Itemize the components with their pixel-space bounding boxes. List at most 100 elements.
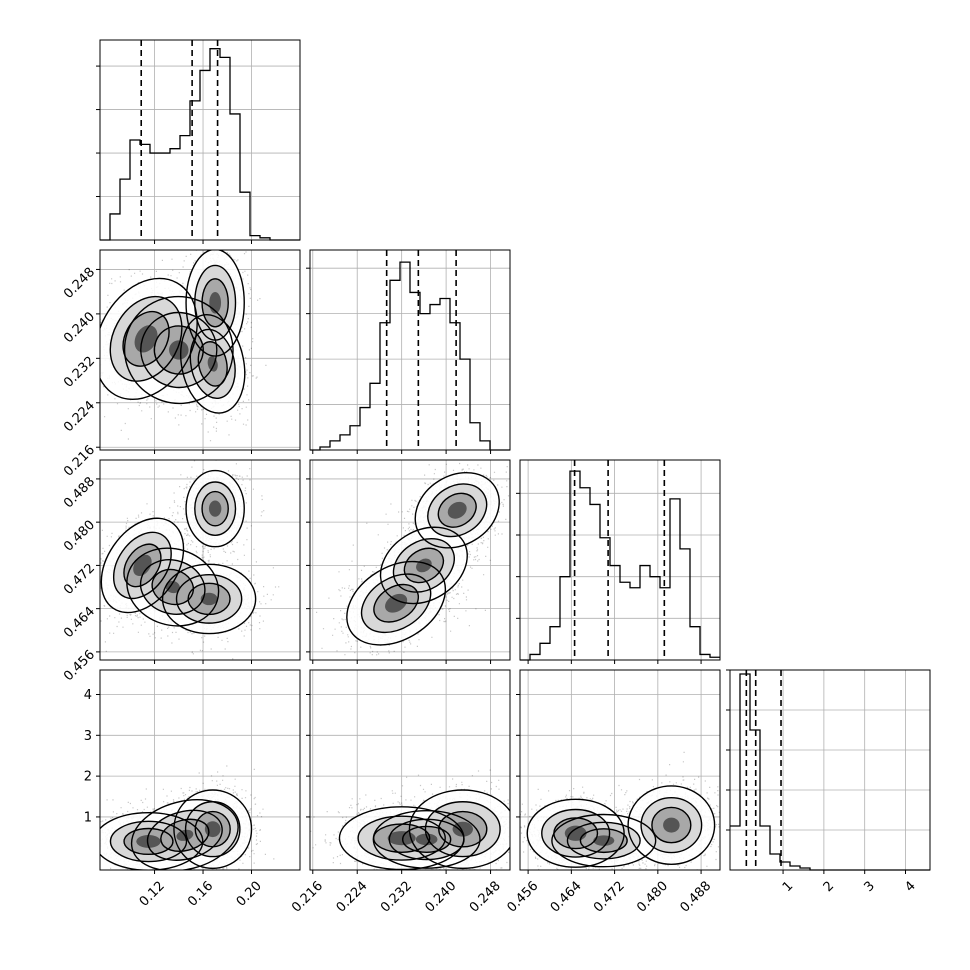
p12-contour-0-0 [346,560,447,646]
scatter-panel-0-3 [99,669,301,871]
p12-contour-0-2 [414,472,500,549]
p12-contour-2-2 [437,492,477,528]
hist-panel-1 [306,249,511,451]
p03-frame [99,669,301,871]
ytick-label-1-3: 0.240 [61,309,98,346]
ytick-label-1-0: 0.216 [61,443,98,480]
p23-frame [519,669,721,871]
p13-contour-2-1 [401,825,452,854]
p02-contour-2-1 [151,568,195,606]
p03-contour-2-1 [160,818,210,852]
ytick-label-2-1: 0.464 [61,604,98,641]
p12-frame [309,459,511,661]
scatter-panel-2-3 [519,669,721,871]
ytick-label-3-0: 1 [84,810,92,825]
p23-contour-1-0 [541,808,611,858]
p03-contour-1-1 [146,809,223,861]
p13-density-3-0 [387,831,416,846]
p03-contour-0-2 [173,789,253,870]
ytick-label-3-3: 4 [84,688,92,703]
p13-frame [309,669,511,871]
ytick-label-2-4: 0.488 [61,474,98,511]
p02-contour-1-2 [175,574,243,624]
p01-contour-0-3 [185,250,245,357]
xtick-label-2-1: 0.464 [548,879,585,916]
p01-contour-1-0 [109,295,183,382]
p23-contour-2-0 [553,817,599,850]
scatter-panel-0-1 [99,249,301,451]
xtick-label-2-0: 0.456 [504,879,541,916]
p02-contour-2-0 [123,543,162,588]
p12-contour-1-2 [427,483,488,538]
p03-contour-1-0 [109,820,188,863]
p02-density-3-3 [208,500,222,517]
p03-density-3-2 [204,821,221,838]
hist-2-frame [519,459,721,661]
xtick-label-0-0: 0.12 [137,879,168,910]
p03-contour-2-0 [123,827,174,856]
p01-contour-1-2 [189,328,236,400]
hist-panel-3 [726,669,931,871]
p01-contour-0-0 [100,277,198,401]
p23-contour-1-2 [640,796,703,854]
hist-panel-0 [96,39,301,241]
hist-3-frame [729,669,931,871]
hist-1-steps [310,261,510,451]
hist-3-steps [730,673,930,871]
p02-contour-2-2 [187,582,231,616]
p01-contour-2-2 [197,341,228,387]
p02-contour-1-1 [139,559,206,615]
hist-2-steps [520,470,720,661]
p02-density-3-0 [133,554,152,577]
p23-contour-2-2 [651,806,692,844]
p03-contour-0-0 [100,812,204,870]
p13-contour-2-2 [438,810,488,848]
p02-density-3-1 [165,580,180,594]
p02-density-3-2 [200,592,218,606]
xtick-label-3-0: 1 [780,879,796,895]
p23-contour-2-1 [579,828,628,854]
p03-contour-1-2 [184,801,241,858]
xtick-label-2-2: 0.472 [591,879,628,916]
p02-contour-0-0 [100,517,185,614]
scatter-panel-0-2 [99,459,301,661]
p02-contour-0-1 [126,547,220,627]
p12-contour-2-0 [373,583,419,623]
scatter-panel-1-3 [309,669,511,871]
p12-density-3-2 [447,501,467,519]
xtick-label-1-4: 0.248 [467,879,504,916]
p02-contour-1-0 [112,531,172,600]
ytick-label-3-2: 3 [84,729,92,744]
p12-contour-1-1 [392,538,455,593]
xtick-label-3-3: 4 [902,879,918,895]
p13-contour-0-2 [408,789,510,870]
hist-0-frame [99,39,301,241]
xtick-label-2-3: 0.480 [634,879,671,916]
hist-panel-2 [516,459,721,661]
p01-contour-2-3 [201,278,229,328]
p23-contour-0-0 [526,798,625,868]
p13-contour-2-0 [372,823,431,853]
p12-contour-2-1 [403,547,445,584]
ytick-label-1-4: 0.248 [61,265,98,302]
scatter-panel-1-2 [309,459,511,661]
p02-contour-0-2 [161,563,257,635]
xtick-label-1-1: 0.224 [334,879,371,916]
p02-frame [99,459,301,661]
p02-contour-2-3 [201,490,229,527]
p03-contour-2-2 [194,810,231,848]
xtick-label-2-4: 0.488 [677,879,714,916]
p02-contour-0-3 [185,469,245,548]
p02-contour-1-3 [194,481,237,536]
xtick-label-1-3: 0.240 [422,879,459,916]
ytick-label-1-2: 0.232 [61,354,98,391]
p13-contour-1-0 [357,815,446,861]
p03-density-3-0 [136,834,161,848]
ytick-label-1-1: 0.224 [61,398,98,435]
p12-density-3-0 [385,593,408,613]
p13-density-3-1 [415,833,438,846]
xtick-label-1-2: 0.232 [378,879,415,916]
p12-contour-0-1 [379,526,468,605]
p01-contour-1-3 [194,264,237,341]
